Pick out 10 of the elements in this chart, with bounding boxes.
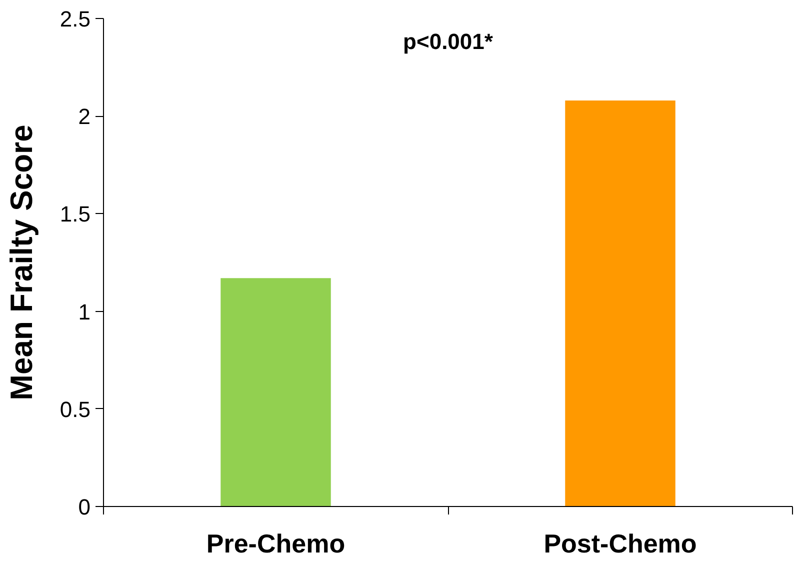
y-tick-label: 1.5: [60, 202, 91, 227]
y-axis-title: Mean Frailty Score: [4, 124, 39, 400]
annotation: p<0.001*: [403, 29, 494, 54]
x-tick-label: Pre-Chemo: [206, 528, 346, 558]
y-tick-label: 2.5: [60, 6, 91, 32]
y-tick-label: 0.5: [60, 396, 91, 422]
y-tick-label: 0: [78, 494, 91, 520]
y-tick-label: 1: [78, 299, 91, 324]
x-tick-label: Post-Chemo: [544, 528, 697, 558]
y-tick-label: 2: [78, 104, 91, 130]
